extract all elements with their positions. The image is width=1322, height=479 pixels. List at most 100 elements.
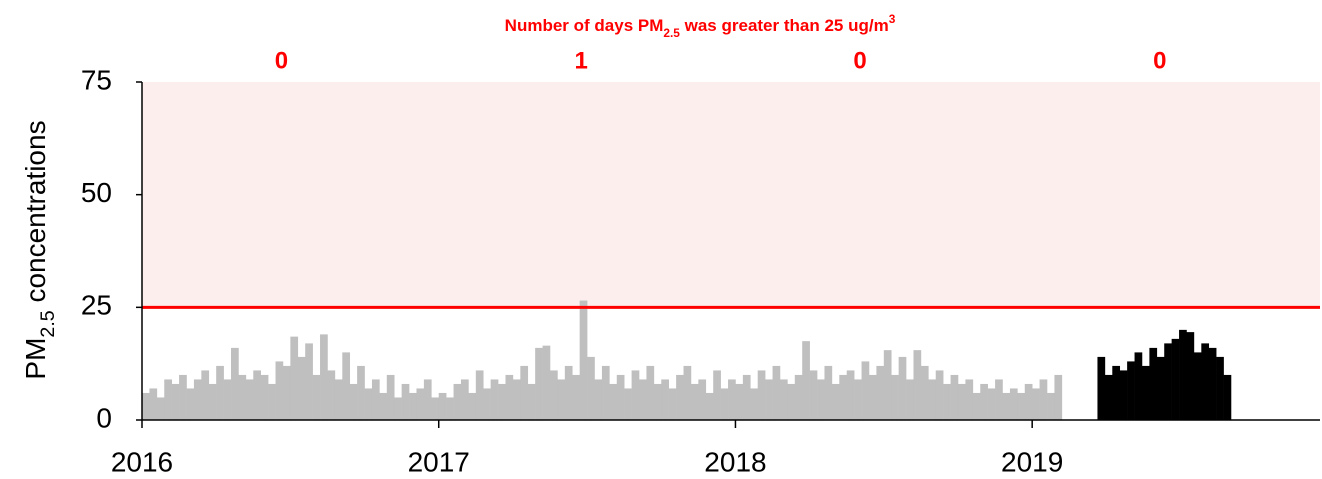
bar (438, 392, 447, 420)
bar (483, 388, 491, 420)
bar (683, 365, 692, 420)
bar (208, 383, 217, 420)
bar (624, 388, 632, 420)
bar (765, 379, 773, 420)
bar (661, 379, 669, 420)
bar (809, 370, 818, 420)
bar (193, 379, 202, 420)
bar (431, 397, 440, 420)
bar (594, 379, 603, 420)
chart-title: Number of days PM2.5 was greater than 25… (505, 12, 896, 40)
bar (713, 370, 721, 420)
bar (357, 365, 365, 420)
bar (995, 379, 1003, 420)
bar (223, 379, 232, 420)
bar (690, 383, 699, 420)
bar (668, 388, 677, 420)
bar (394, 397, 402, 420)
bar (1193, 352, 1202, 420)
bar (1201, 343, 1210, 420)
bar (772, 365, 781, 420)
bar (557, 379, 566, 420)
y-axis-label: PM2.5 concentrations (20, 120, 59, 379)
bar (720, 388, 729, 420)
bar (824, 365, 833, 420)
bar (282, 365, 291, 420)
bar (987, 388, 996, 420)
bar (980, 383, 988, 420)
bar (854, 379, 862, 420)
exceedance-count: 1 (574, 47, 587, 74)
bar (728, 379, 736, 420)
bar (312, 374, 321, 420)
bar (920, 365, 929, 420)
bar (876, 365, 885, 420)
bar (913, 350, 922, 420)
bar (527, 383, 536, 420)
bar (409, 392, 417, 420)
y-tick-label: 75 (81, 64, 112, 95)
bar (943, 383, 951, 420)
bar (1112, 365, 1121, 420)
bar (1179, 329, 1187, 420)
title-part: 3 (889, 12, 896, 26)
bar (475, 370, 484, 420)
bar (646, 365, 655, 420)
bar (498, 383, 506, 420)
bar (653, 383, 662, 420)
bar (290, 336, 299, 420)
bar (616, 374, 625, 420)
y-tick-label: 50 (81, 177, 112, 208)
bar (609, 383, 618, 420)
bar (512, 379, 521, 420)
bar (238, 374, 247, 420)
bar (1149, 347, 1158, 420)
bar (750, 388, 759, 420)
bar (253, 370, 261, 420)
title-part: 2.5 (663, 26, 680, 40)
bar (817, 379, 825, 420)
title-part: Number of days PM (505, 16, 664, 35)
bar (1156, 356, 1165, 420)
bar (1134, 352, 1143, 420)
bar (156, 397, 165, 420)
bar (268, 383, 276, 420)
bar (1127, 361, 1135, 420)
bar (401, 383, 410, 420)
y-label-part: PM (20, 338, 51, 380)
bar (297, 356, 306, 420)
bar (1119, 370, 1128, 420)
bar (965, 379, 974, 420)
bar (349, 383, 358, 420)
bar (423, 379, 432, 420)
bar (386, 374, 395, 420)
bar (327, 370, 336, 420)
bar (1141, 365, 1150, 420)
bar (802, 341, 810, 420)
bar (579, 300, 588, 420)
bar (453, 383, 462, 420)
bar (1208, 347, 1217, 420)
bar (1186, 332, 1195, 420)
bar (164, 379, 172, 420)
bar (520, 365, 529, 420)
bar (735, 383, 744, 420)
bar (142, 392, 150, 420)
bar (446, 397, 454, 420)
x-tick-label: 2016 (111, 446, 173, 477)
bar (1171, 338, 1180, 420)
bar (846, 370, 855, 420)
bar (564, 365, 573, 420)
bar (1054, 374, 1063, 420)
bar (705, 392, 714, 420)
bar (245, 379, 254, 420)
bar (883, 350, 892, 420)
bar (1039, 379, 1048, 420)
bar (186, 388, 195, 420)
bar (342, 352, 351, 420)
bar (787, 383, 796, 420)
bar (201, 370, 210, 420)
bar (260, 374, 269, 420)
